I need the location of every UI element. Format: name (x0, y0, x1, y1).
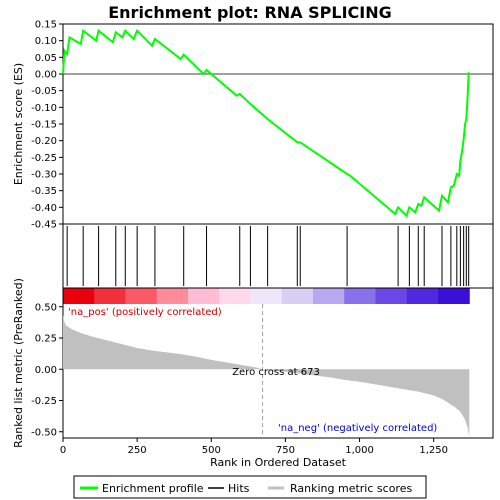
es-y-tick-label: -0.10 (31, 103, 57, 114)
chart-title: Enrichment plot: RNA SPLICING (108, 3, 392, 22)
heatmap-segment (219, 288, 252, 304)
heatmap-segment (125, 288, 158, 304)
heatmap-segment (94, 288, 127, 304)
es-y-axis-label: Enrichment score (ES) (12, 63, 25, 185)
x-tick-label: 500 (202, 445, 221, 456)
es-y-tick-label: 0.10 (35, 36, 57, 47)
x-tick-label: 1,000 (345, 445, 374, 456)
positive-correlation-label: 'na_pos' (positively correlated) (68, 307, 222, 318)
metric-y-tick-label: 0.00 (35, 365, 57, 376)
es-panel: 0.15 0.10 0.05 0.00 -0.05 -0.10 -0.15 -0.20 -0.2… (12, 20, 494, 231)
heatmap-segment (188, 288, 220, 304)
x-tick-label: 250 (128, 445, 147, 456)
heatmap-segment (406, 288, 439, 304)
x-axis-label: Rank in Ordered Dataset (210, 456, 347, 469)
heatmap-segment (313, 288, 345, 304)
x-tick-label: 0 (60, 445, 66, 456)
metric-y-tick-label: 0.50 (35, 302, 57, 313)
es-y-tick-label: -0.25 (31, 153, 57, 164)
zero-cross-label: Zero cross at 673 (232, 367, 320, 378)
es-y-tick-label: 0.05 (35, 53, 57, 64)
es-y-tick-label: 0.15 (35, 20, 57, 31)
metric-y-axis-label: Ranked list metric (PreRanked) (12, 278, 25, 448)
metric-panel: 0.50 0.25 0.00 -0.25 -0.50 'na_pos' (positiv… (12, 278, 494, 448)
legend-enrichment-label: Enrichment profile (102, 482, 204, 495)
x-tick-label: 1,250 (419, 445, 448, 456)
heatmap-segment (375, 288, 408, 304)
metric-y-tick-label: -0.50 (31, 427, 57, 438)
es-y-tick-label: 0.00 (35, 70, 57, 81)
x-tick-label: 750 (276, 445, 295, 456)
es-y-tick-label: -0.20 (31, 136, 57, 147)
heatmap-segment (156, 288, 189, 304)
metric-y-tick-label: 0.25 (35, 334, 57, 345)
heatmap-segment (250, 288, 283, 304)
heatmap-segment (63, 288, 95, 304)
es-y-tick-label: -0.45 (31, 220, 57, 231)
legend-hits-label: Hits (228, 482, 250, 495)
es-y-tick-label: -0.05 (31, 86, 57, 97)
es-y-tick-label: -0.40 (31, 203, 57, 214)
metric-y-tick-label: -0.25 (31, 396, 57, 407)
es-y-tick-label: -0.15 (31, 120, 57, 131)
hits-panel (62, 223, 494, 304)
heatmap-segment (344, 288, 377, 304)
legend-metric-label: Ranking metric scores (290, 482, 412, 495)
heatmap-segment (281, 288, 314, 304)
es-y-tick-label: -0.30 (31, 170, 57, 181)
legend-frame (73, 475, 427, 499)
enrichment-profile-line (62, 28, 470, 218)
negative-correlation-label: 'na_neg' (negatively correlated) (278, 423, 437, 434)
ranking-metric-area (63, 314, 470, 437)
es-y-tick-label: -0.35 (31, 186, 57, 197)
legend: Enrichment profile Hits Ranking metric s… (73, 475, 427, 499)
heatmap-segment (438, 288, 470, 304)
